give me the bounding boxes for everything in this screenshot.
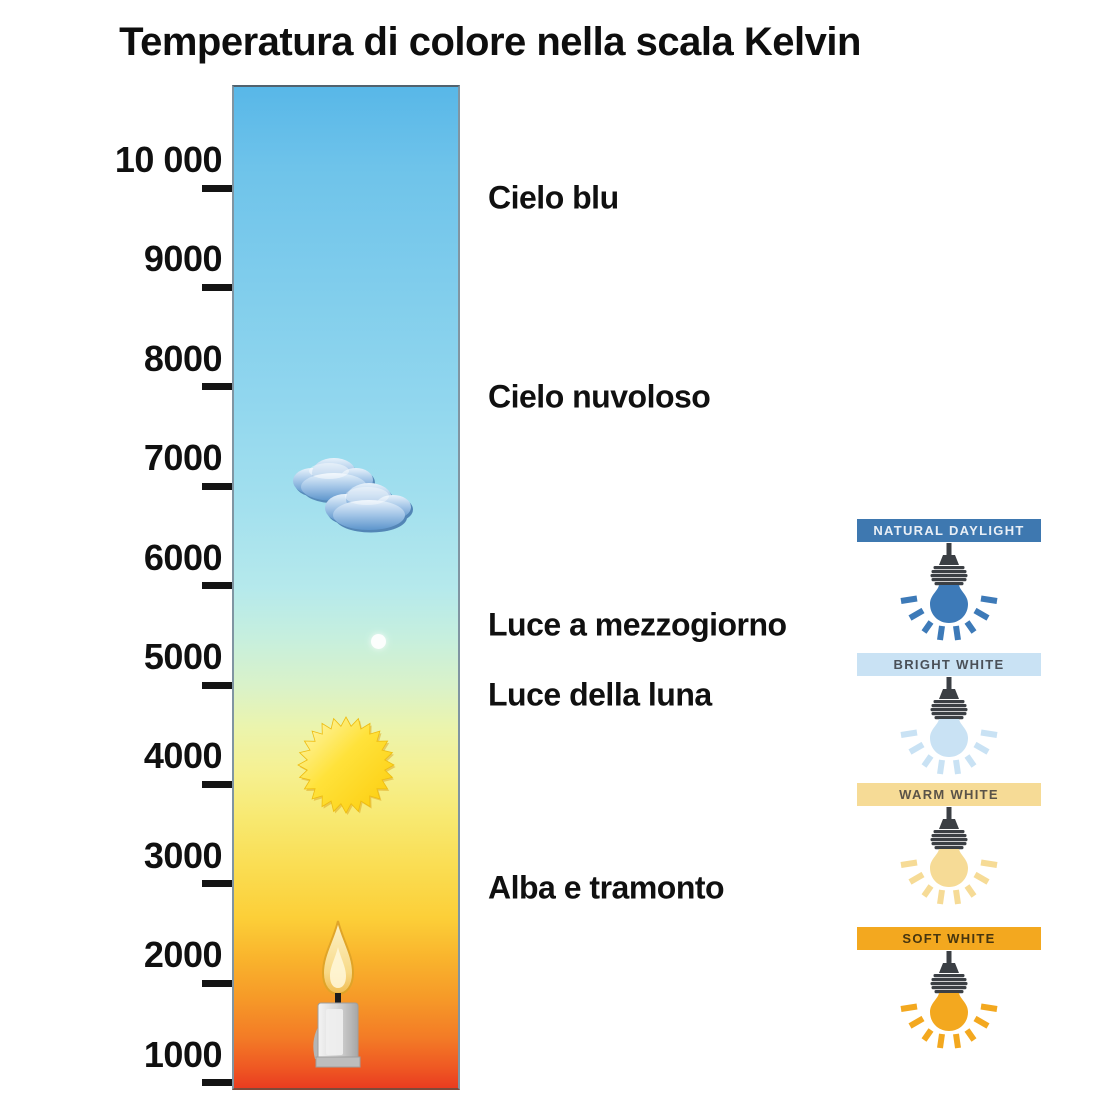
scale-tick-mark: [202, 1079, 232, 1087]
moon-icon: [371, 634, 386, 649]
kelvin-annotation: Alba e tramonto: [488, 869, 725, 906]
scale-tick-mark: [202, 880, 232, 888]
kelvin-annotation: Cielo blu: [488, 179, 619, 216]
scale-tick-mark: [202, 383, 232, 391]
kelvin-annotation: Luce a mezzogiorno: [488, 606, 787, 643]
scale-tick-label: 10 000: [114, 139, 223, 180]
scale-tick-mark: [202, 482, 232, 490]
scale-tick-mark: [202, 184, 232, 192]
candle-icon: [313, 920, 361, 1068]
clouds-icon: [293, 458, 413, 533]
scale-tick-label: 6000: [143, 536, 223, 578]
scale-tick-label: 2000: [143, 934, 223, 976]
scale-tick-label: 8000: [143, 337, 223, 379]
lightbulb-icon: [889, 807, 1009, 911]
scale-tick-mark: [202, 283, 232, 291]
scale-tick-mark: [202, 681, 232, 689]
scale-tick-label: 1000: [143, 1033, 223, 1075]
sun-icon: [297, 716, 396, 815]
lightbulb-icon: [889, 543, 1009, 647]
scale-tick-label: 4000: [143, 735, 223, 777]
scale-tick-mark: [202, 582, 232, 590]
bulb-panel-header: NATURAL DAYLIGHT: [857, 519, 1041, 542]
temperature-gradient-bar: [232, 85, 460, 1090]
scale-tick-label: 3000: [143, 834, 223, 876]
lightbulb-icon: [889, 677, 1009, 781]
bulb-panel-header: SOFT WHITE: [857, 927, 1041, 950]
bulb-panel-header: WARM WHITE: [857, 783, 1041, 806]
scale-tick-mark: [202, 780, 232, 788]
lightbulb-icon: [889, 951, 1009, 1055]
page-title: Temperatura di colore nella scala Kelvin: [119, 20, 861, 64]
kelvin-annotation: Luce della luna: [488, 676, 712, 713]
kelvin-annotation: Cielo nuvoloso: [488, 378, 711, 415]
bulb-panel-header: BRIGHT WHITE: [857, 653, 1041, 676]
scale-tick-mark: [202, 979, 232, 987]
scale-tick-label: 5000: [143, 636, 223, 677]
scale-tick-label: 7000: [143, 437, 223, 479]
scale-tick-label: 9000: [143, 238, 223, 280]
